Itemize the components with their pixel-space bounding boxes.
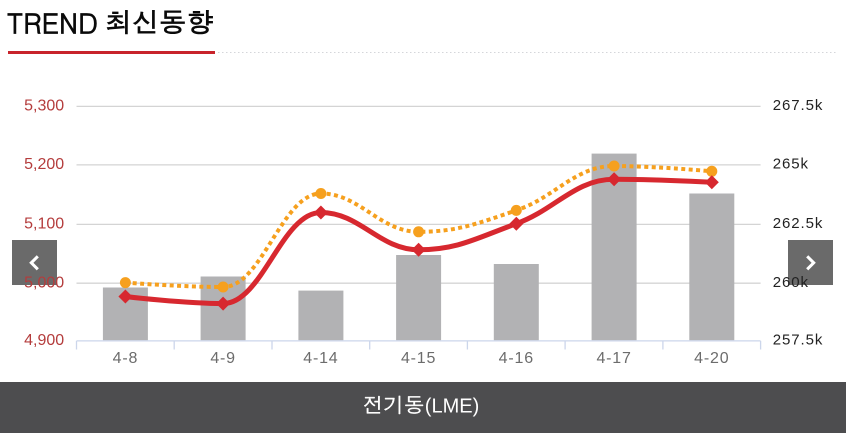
svg-text:4,900: 4,900 bbox=[24, 332, 64, 349]
svg-text:(LME): (LME) bbox=[425, 396, 479, 418]
svg-text:5,300: 5,300 bbox=[24, 98, 64, 115]
svg-text:5,200: 5,200 bbox=[24, 156, 64, 173]
svg-text:4-17: 4-17 bbox=[596, 350, 631, 367]
svg-text:267.5k: 267.5k bbox=[773, 97, 823, 114]
svg-text:260k: 260k bbox=[773, 274, 809, 291]
svg-text:4-15: 4-15 bbox=[401, 350, 436, 367]
svg-text:4-20: 4-20 bbox=[694, 350, 729, 367]
svg-text:257.5k: 257.5k bbox=[773, 332, 823, 349]
svg-text:265k: 265k bbox=[773, 156, 809, 173]
svg-text:5,100: 5,100 bbox=[24, 216, 64, 233]
svg-text:4-9: 4-9 bbox=[210, 350, 236, 367]
svg-text:4-16: 4-16 bbox=[499, 350, 534, 367]
svg-text:4-14: 4-14 bbox=[303, 350, 338, 367]
svg-text:5,000: 5,000 bbox=[24, 274, 64, 291]
svg-text:262.5k: 262.5k bbox=[773, 215, 823, 232]
svg-text:4-8: 4-8 bbox=[113, 350, 139, 367]
